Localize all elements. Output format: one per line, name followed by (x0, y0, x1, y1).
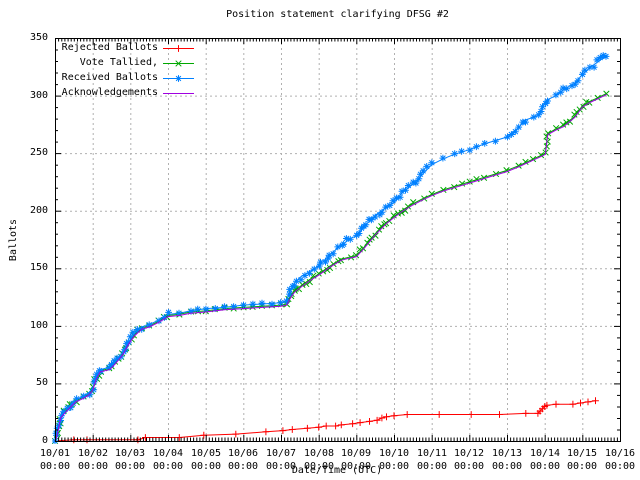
series-vote-tallied (52, 90, 610, 444)
legend-sample-acknowledgements-line-icon (163, 92, 194, 94)
y-tick-label: 0 (41, 435, 48, 446)
x-tick-label-time: 00:00 (566, 461, 598, 472)
x-tick-label-date: 10/14 (529, 448, 561, 459)
x-tick-label-date: 10/05 (190, 448, 222, 459)
y-tick-label: 250 (29, 147, 48, 158)
x-tick-label-date: 10/10 (378, 448, 410, 459)
x-tick-label-time: 00:00 (265, 461, 297, 472)
x-tick-label-time: 00:00 (39, 461, 71, 472)
y-axis-label: Ballots (8, 218, 19, 262)
legend-label: Rejected Ballots (61, 42, 158, 53)
x-tick-label-time: 00:00 (77, 461, 109, 472)
x-tick-label-date: 10/02 (77, 448, 109, 459)
series-acknowledgements (54, 93, 608, 442)
legend-item-acknowledgements: Acknowledgements (57, 85, 197, 100)
x-tick-label-time: 00:00 (114, 461, 146, 472)
plot-border-and-ticks (55, 38, 621, 442)
x-tick-label-time: 00:00 (453, 461, 485, 472)
x-tick-label-time: 00:00 (604, 461, 636, 472)
series-received-ballots (52, 52, 610, 444)
y-tick-label: 200 (29, 205, 48, 216)
x-tick-label-time: 00:00 (529, 461, 561, 472)
x-tick-label-date: 10/13 (491, 448, 523, 459)
x-axis-label: Date/Time (UTC) (291, 465, 383, 476)
series-markers (52, 90, 610, 444)
x-tick-label-time: 00:00 (416, 461, 448, 472)
y-tick-label: 100 (29, 320, 48, 331)
x-tick-label-date: 10/15 (566, 448, 598, 459)
x-tick-label-date: 10/16 (604, 448, 636, 459)
series-markers (52, 52, 610, 444)
x-tick-label-time: 00:00 (491, 461, 523, 472)
y-tick-label: 50 (35, 377, 48, 388)
legend-label: Received Ballots (61, 72, 158, 83)
legend-sample-received-line-icon (163, 74, 194, 82)
x-tick-label-date: 10/01 (39, 448, 71, 459)
x-tick-label-time: 00:00 (340, 461, 372, 472)
y-tick-label: 150 (29, 262, 48, 273)
x-tick-label-date: 10/04 (152, 448, 184, 459)
legend: Rejected Ballots Vote Tallied, Received … (57, 40, 197, 100)
x-tick-label-date: 10/03 (114, 448, 146, 459)
legend-item-received-ballots: Received Ballots (57, 70, 197, 85)
x-tick-label-time: 00:00 (152, 461, 184, 472)
grid-lines (55, 38, 620, 441)
chart-title: Position statement clarifying DFSG #2 (226, 9, 449, 20)
x-tick-label-date: 10/12 (453, 448, 485, 459)
legend-item-vote-tallied: Vote Tallied, (57, 55, 197, 70)
legend-item-rejected-ballots: Rejected Ballots (57, 40, 197, 55)
series-markers (52, 397, 599, 444)
x-tick-label-time: 00:00 (303, 461, 335, 472)
series-rejected-ballots (52, 397, 599, 444)
y-tick-label: 350 (29, 32, 48, 43)
legend-sample-rejected-line-icon (163, 44, 194, 52)
x-tick-label-time: 00:00 (378, 461, 410, 472)
legend-label: Acknowledgements (61, 87, 158, 98)
x-tick-label-date: 10/09 (340, 448, 372, 459)
y-tick-label: 300 (29, 90, 48, 101)
legend-sample-tallied-line-icon (163, 59, 194, 67)
x-tick-label-date: 10/08 (303, 448, 335, 459)
legend-label: Vote Tallied, (79, 57, 158, 68)
x-tick-label-date: 10/11 (416, 448, 448, 459)
x-tick-label-time: 00:00 (190, 461, 222, 472)
x-tick-label-time: 00:00 (227, 461, 259, 472)
x-tick-label-date: 10/07 (265, 448, 297, 459)
x-tick-label-date: 10/06 (227, 448, 259, 459)
